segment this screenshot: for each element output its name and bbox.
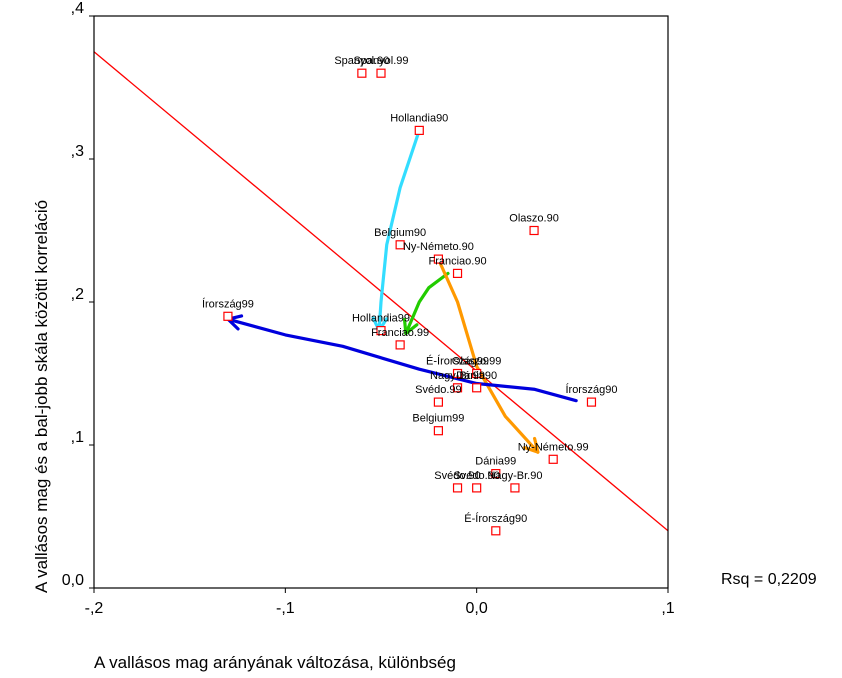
point-label: Nagy-Br.90 — [487, 470, 542, 482]
data-point — [434, 398, 442, 406]
point-label: Svédo.99 — [415, 384, 461, 396]
data-point — [473, 384, 481, 392]
x-tick-label: -,1 — [276, 600, 295, 617]
data-point — [224, 312, 232, 320]
data-point — [434, 427, 442, 435]
data-point — [530, 227, 538, 235]
points-layer — [224, 69, 596, 535]
y-tick-label: 0,0 — [62, 572, 84, 589]
x-axis-label: A vallásos mag arányának változása, külö… — [94, 653, 456, 672]
point-label: Franciao.90 — [428, 255, 486, 267]
point-label: É-Írország90 — [464, 512, 527, 525]
data-point — [511, 484, 519, 492]
point-label: Olaszo.99 — [452, 356, 502, 368]
point-labels-layer: Spanyol.90Spanyol.99Hollandia90Olaszo.90… — [202, 55, 618, 525]
point-label: Spanyol.99 — [353, 55, 408, 67]
data-point — [454, 269, 462, 277]
point-label: Dánia90 — [456, 370, 497, 382]
point-label: Írország90 — [565, 383, 617, 396]
data-point — [454, 484, 462, 492]
data-point — [377, 69, 385, 77]
data-point — [492, 527, 500, 535]
data-point — [396, 341, 404, 349]
arrows-layer — [228, 130, 576, 452]
point-label: Hollandia90 — [390, 112, 448, 124]
data-point — [473, 484, 481, 492]
point-label: Belgium90 — [374, 227, 426, 239]
data-point — [358, 69, 366, 77]
rsq-label: Rsq = 0,2209 — [721, 571, 817, 588]
y-tick-label: ,3 — [71, 143, 84, 160]
trend-arrow — [406, 273, 448, 333]
y-tick-label: ,4 — [71, 0, 84, 17]
data-point — [415, 126, 423, 134]
data-point — [587, 398, 595, 406]
ticks-layer: -,2 -,1 0,0 ,1 0,0 ,1 ,2 ,3 ,4 — [62, 0, 675, 617]
point-label: Írország99 — [202, 297, 254, 310]
x-tick-label: 0,0 — [466, 600, 488, 617]
y-tick-label: ,2 — [71, 286, 84, 303]
point-label: Dánia99 — [475, 456, 516, 468]
point-label: Belgium99 — [412, 413, 464, 425]
x-tick-label: ,1 — [661, 600, 674, 617]
point-label: Olaszo.90 — [509, 213, 559, 225]
point-label: Ny-Németo.99 — [518, 441, 589, 453]
y-tick-label: ,1 — [71, 429, 84, 446]
data-point — [549, 455, 557, 463]
point-label: Hollandia99 — [352, 313, 410, 325]
point-label: Franciao.99 — [371, 327, 429, 339]
point-label: Ny-Németo.90 — [403, 241, 474, 253]
x-tick-label: -,2 — [85, 600, 104, 617]
y-axis-label: A vallásos mag és a bal-jobb skála közöt… — [32, 200, 51, 593]
